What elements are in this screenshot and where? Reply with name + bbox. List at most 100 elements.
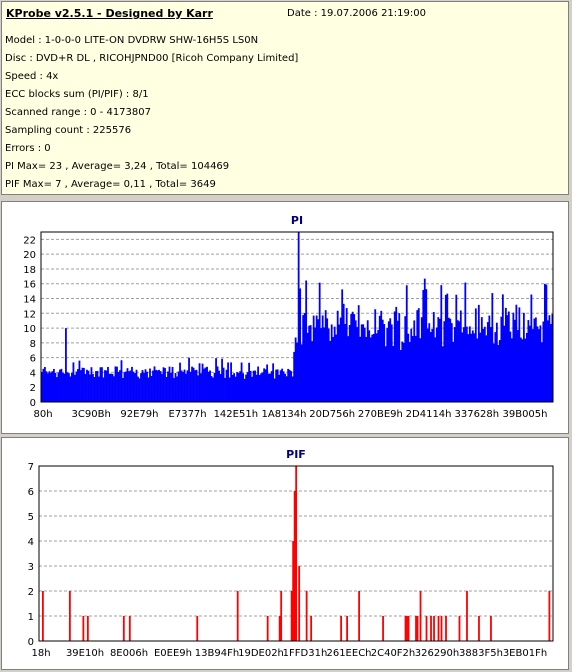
data-bar: [209, 370, 211, 402]
data-bar: [83, 367, 85, 402]
data-bar: [56, 377, 58, 402]
scanned-range-line: Scanned range : 0 - 4173807: [5, 107, 151, 118]
data-bar: [548, 591, 551, 641]
data-bar: [468, 326, 471, 402]
data-bar: [320, 328, 323, 402]
y-tick-label: 14: [23, 295, 36, 306]
data-bar: [515, 304, 518, 402]
data-bar: [363, 327, 366, 402]
data-bar: [410, 328, 413, 402]
data-bar: [236, 372, 238, 402]
data-bar: [210, 376, 213, 402]
data-bar: [305, 280, 308, 402]
data-bar: [302, 315, 305, 402]
data-bar: [117, 372, 120, 402]
data-bar: [407, 616, 410, 641]
data-bar: [339, 317, 342, 402]
x-tick-label: 3883F5h: [459, 648, 503, 659]
data-bar: [512, 312, 515, 402]
data-bar: [156, 370, 159, 402]
data-bar: [347, 336, 350, 402]
data-bar: [194, 370, 196, 402]
data-bar: [359, 336, 362, 402]
x-tick-label: 19DE02h: [238, 648, 284, 659]
data-bar: [284, 373, 287, 402]
data-bar: [89, 374, 91, 402]
data-bar: [53, 368, 55, 402]
y-tick-label: 20: [23, 250, 36, 261]
data-bar: [272, 363, 275, 402]
y-tick-label: 10: [23, 324, 36, 335]
data-bar: [234, 376, 237, 402]
data-bar: [110, 373, 112, 402]
data-bar: [263, 368, 266, 402]
data-bar: [309, 325, 312, 402]
data-bar: [81, 367, 84, 402]
y-tick-label: 0: [30, 398, 36, 409]
data-bar: [218, 370, 220, 402]
data-bar: [278, 374, 281, 402]
data-bar: [521, 339, 524, 402]
data-bar: [105, 370, 108, 402]
data-bar: [422, 289, 425, 402]
data-bar: [102, 377, 105, 402]
data-bar: [351, 311, 354, 402]
x-tick-label: 20D756h: [309, 409, 355, 420]
data-bar: [84, 374, 87, 402]
data-bar: [551, 313, 554, 402]
data-bar: [467, 334, 470, 402]
data-bar: [437, 317, 440, 402]
data-bar: [455, 294, 458, 402]
data-bar: [225, 369, 228, 402]
data-bar: [445, 616, 447, 641]
x-tick-label: E7377h: [169, 409, 207, 420]
data-bar: [315, 315, 318, 402]
data-bar: [236, 591, 239, 641]
data-bar: [326, 318, 329, 402]
data-bar: [128, 616, 131, 641]
data-bar: [201, 363, 204, 402]
chart-title: PIF: [286, 448, 306, 461]
data-bar: [131, 366, 133, 402]
data-bar: [324, 310, 327, 402]
data-bar: [248, 362, 251, 402]
data-bar: [171, 366, 174, 402]
data-bar: [78, 360, 81, 402]
data-bar: [317, 319, 320, 402]
data-bar: [203, 368, 205, 402]
data-bar: [266, 364, 269, 402]
data-bar: [135, 369, 138, 402]
data-bar: [524, 338, 527, 402]
data-bar: [527, 320, 530, 402]
data-bar: [372, 333, 375, 402]
data-bar: [416, 616, 419, 641]
data-bar: [48, 371, 51, 402]
data-bar: [227, 362, 229, 402]
pif-chart-panel: PIF 0 1 2 3 4 5 6 7 18h 39E10h 8E006h E0EE9h 13B94Fh 1…: [1, 437, 569, 670]
data-bar: [41, 591, 44, 641]
data-bar: [95, 371, 97, 402]
data-bar: [420, 317, 423, 402]
data-bar: [219, 373, 222, 402]
x-tick-label: 39B005h: [502, 409, 547, 420]
data-bar: [539, 325, 542, 402]
data-bar: [294, 337, 297, 402]
data-bar: [237, 373, 240, 402]
data-bar: [466, 591, 468, 641]
data-bar: [470, 333, 473, 402]
data-bar: [153, 366, 156, 402]
data-bar: [344, 323, 347, 402]
data-bar: [462, 327, 465, 402]
data-bar: [68, 591, 71, 641]
x-tick-label: E0EE9h: [154, 648, 192, 659]
y-tick-label: 4: [30, 368, 36, 379]
data-bar: [293, 491, 296, 641]
data-bar: [510, 338, 513, 402]
y-tick-label: 7: [28, 462, 34, 473]
x-tick-label: 8E006h: [110, 648, 148, 659]
data-bar: [308, 325, 311, 402]
data-bar: [159, 371, 162, 402]
data-bar: [378, 315, 381, 402]
data-bar: [348, 325, 351, 402]
data-bar: [80, 370, 82, 402]
